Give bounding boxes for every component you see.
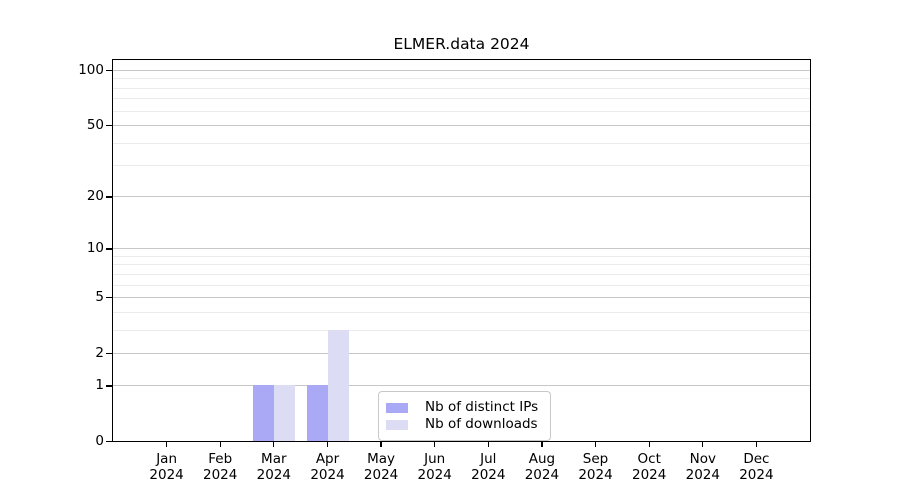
- x-axis-tick-label: Aug 2024: [506, 451, 578, 483]
- x-axis-tick-label: Jun 2024: [399, 451, 471, 483]
- x-axis-year-text: 2024: [578, 466, 613, 483]
- y-axis-tick-label: 0: [95, 433, 104, 449]
- x-axis-year-text: 2024: [203, 466, 238, 483]
- x-axis-tick: [165, 441, 168, 447]
- legend-item: Nb of downloads: [385, 416, 538, 433]
- chart-title: ELMER.data 2024: [393, 35, 530, 53]
- x-axis-year-text: 2024: [632, 466, 667, 483]
- x-axis-tick: [541, 441, 543, 447]
- x-axis-month-text: Feb: [208, 451, 233, 467]
- major-gridline: [113, 124, 810, 126]
- x-axis-tick: [487, 441, 489, 447]
- y-axis-tick: [106, 124, 112, 127]
- x-axis-tick: [219, 441, 221, 447]
- y-axis-tick: [106, 297, 112, 299]
- minor-gridline: [113, 255, 810, 257]
- minor-gridline: [113, 110, 810, 112]
- x-axis-month-text: Sep: [582, 451, 609, 467]
- x-axis-tick-label: Jan 2024: [131, 451, 203, 483]
- legend-label: Nb of distinct IPs: [425, 399, 539, 415]
- x-axis-month-text: Oct: [637, 451, 661, 467]
- x-axis-year-text: 2024: [524, 466, 560, 483]
- y-axis-tick-label: 1: [95, 377, 104, 394]
- x-axis-month-text: Mar: [261, 451, 287, 467]
- x-axis-tick-label: Dec 2024: [720, 451, 792, 483]
- x-axis-year-text: 2024: [417, 466, 452, 483]
- x-axis-year-text: 2024: [739, 466, 774, 483]
- x-axis-month-text: Jul: [480, 451, 497, 467]
- x-axis-year-text: 2024: [471, 466, 506, 483]
- major-gridline: [113, 385, 810, 387]
- x-axis-year-text: 2024: [310, 466, 345, 483]
- x-axis-tick-label: Apr 2024: [292, 451, 364, 483]
- major-gridline: [113, 297, 810, 298]
- minor-gridline: [113, 329, 810, 331]
- legend: Nb of distinct IPs Nb of downloads: [378, 391, 552, 441]
- x-axis-month-text: Nov: [689, 451, 716, 467]
- y-axis-tick: [106, 196, 112, 198]
- x-axis-tick-label: Mar 2024: [238, 451, 310, 483]
- minor-gridline: [113, 311, 810, 313]
- x-axis-month-text: Aug: [528, 451, 556, 467]
- y-axis-tick-label: 20: [86, 188, 104, 205]
- minor-gridline: [113, 264, 810, 266]
- y-axis-tick-label: 2: [95, 344, 104, 361]
- minor-gridline: [113, 98, 810, 100]
- major-gridline: [113, 196, 810, 198]
- x-axis-month-text: Jun: [424, 451, 446, 467]
- bar-distinct-ips: [306, 385, 328, 441]
- x-axis-tick-label: Sep 2024: [560, 451, 632, 483]
- y-axis-tick-label: 5: [95, 289, 104, 305]
- legend-item: Nb of distinct IPs: [385, 399, 538, 416]
- minor-gridline: [113, 284, 810, 286]
- y-axis-tick-label: 50: [86, 116, 104, 133]
- x-axis-tick-label: May 2024: [345, 451, 417, 483]
- minor-gridline: [113, 142, 810, 144]
- minor-gridline: [113, 87, 810, 89]
- major-gridline: [113, 70, 810, 71]
- x-axis-tick-label: Nov 2024: [667, 451, 739, 483]
- x-axis-tick: [702, 441, 704, 447]
- bar-downloads: [327, 329, 349, 441]
- x-axis-tick-label: Jul 2024: [452, 451, 524, 483]
- x-axis-tick-label: Oct 2024: [613, 451, 685, 483]
- major-gridline: [113, 352, 810, 354]
- x-axis-year-text: 2024: [256, 466, 291, 483]
- y-axis-tick: [106, 70, 112, 72]
- x-axis-year-text: 2024: [363, 466, 399, 483]
- x-axis-month-text: May: [367, 451, 396, 467]
- bar-downloads: [273, 385, 295, 441]
- x-axis-year-text: 2024: [149, 466, 184, 483]
- y-axis-tick-label: 10: [86, 240, 104, 257]
- y-axis-tick-label: 100: [78, 62, 104, 78]
- y-axis-tick: [106, 248, 112, 250]
- x-axis-month-text: Dec: [743, 451, 770, 467]
- x-axis-tick: [434, 441, 436, 447]
- legend-swatch: [386, 402, 408, 413]
- legend-label: Nb of downloads: [425, 416, 538, 432]
- y-axis-tick: [106, 385, 112, 387]
- minor-gridline: [113, 78, 810, 80]
- x-axis-tick: [755, 441, 758, 447]
- x-axis-tick-label: Feb 2024: [184, 451, 256, 483]
- y-axis-tick: [106, 441, 112, 443]
- plot-area: [112, 59, 811, 442]
- minor-gridline: [113, 273, 810, 275]
- x-axis-tick: [380, 441, 382, 447]
- major-gridline: [113, 248, 810, 250]
- x-axis-tick: [273, 441, 275, 447]
- y-axis-tick: [106, 352, 112, 355]
- x-axis-tick: [594, 441, 597, 447]
- x-axis-month-text: Apr: [315, 451, 340, 467]
- x-axis-year-text: 2024: [685, 466, 720, 483]
- minor-gridline: [113, 164, 810, 166]
- x-axis-tick: [326, 441, 329, 447]
- x-axis-tick: [648, 441, 650, 447]
- bar-distinct-ips: [252, 385, 274, 441]
- legend-swatch: [386, 419, 408, 430]
- x-axis-month-text: Jan: [156, 451, 177, 467]
